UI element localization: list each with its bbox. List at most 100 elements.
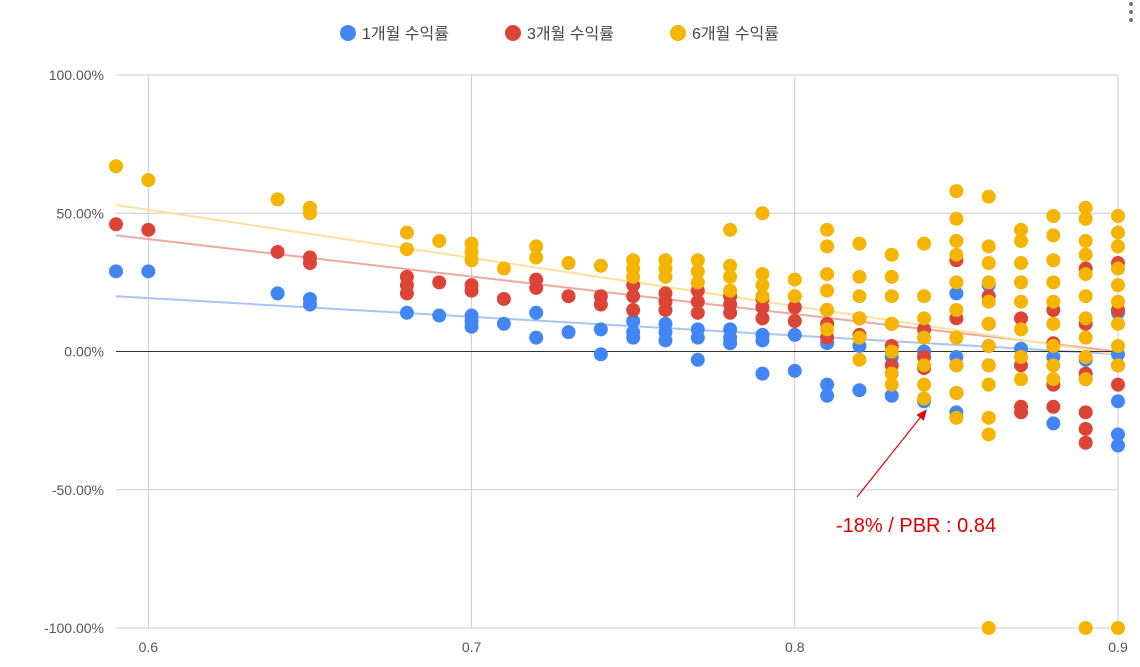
data-point [1046,372,1061,387]
data-point [1014,372,1029,387]
data-point [787,327,802,342]
data-point [1014,233,1029,248]
data-point [302,206,317,221]
data-point [1078,405,1093,420]
data-point [1111,438,1125,453]
data-point [690,330,705,345]
data-point [884,366,899,381]
data-point [464,253,479,268]
data-point [593,258,608,273]
data-point [917,330,932,345]
data-point [755,333,770,348]
data-point [1078,211,1093,226]
data-point [690,264,705,279]
data-point [626,303,641,318]
data-point [949,233,964,248]
data-point [1111,239,1125,254]
data-point [949,410,964,425]
data-point [949,330,964,345]
data-point [561,256,576,271]
data-point [723,305,738,320]
data-point [981,275,996,290]
y-tick-label: 100.00% [49,67,104,83]
data-point [852,289,867,304]
data-point [949,211,964,226]
trendline [115,203,1119,356]
data-point [981,294,996,309]
data-point [1111,278,1125,293]
data-point [626,269,641,284]
data-point [496,316,511,331]
data-point [1078,435,1093,450]
data-point [981,338,996,353]
data-point [270,286,285,301]
data-point [917,289,932,304]
data-point [1111,621,1125,635]
more-options-icon[interactable] [1126,2,1136,32]
data-point [658,333,673,348]
data-point [884,344,899,359]
data-point [755,366,770,381]
data-point [1111,209,1125,224]
data-point [723,258,738,273]
data-point [1111,338,1125,353]
data-point [1014,405,1029,420]
data-point [884,269,899,284]
data-point [981,427,996,442]
data-point [464,283,479,298]
data-point [1078,621,1093,635]
data-point [949,184,964,199]
data-point [529,280,544,295]
data-point [1014,222,1029,237]
data-point [432,308,447,323]
legend-marker [670,25,686,41]
data-point [917,311,932,326]
data-point [820,239,835,254]
data-point [1014,256,1029,271]
data-point [399,305,414,320]
data-point [1046,253,1061,268]
data-point [1078,372,1093,387]
data-point [949,247,964,262]
legend-marker [340,25,356,41]
data-point [626,314,641,329]
data-point [593,297,608,312]
data-point [399,242,414,257]
data-point [141,264,156,279]
data-point [1078,200,1093,215]
data-point [496,261,511,276]
x-tick-label: 0.9 [1108,639,1128,655]
data-point [561,325,576,340]
grid [116,74,1119,629]
data-point [1111,377,1125,392]
data-point [787,314,802,329]
legend: 1개월 수익률 3개월 수익률 6개월 수익률 [340,25,779,43]
x-tick-label: 0.7 [462,639,482,655]
data-point [949,275,964,290]
data-point [755,278,770,293]
data-point [1046,316,1061,331]
data-point [690,305,705,320]
data-point [981,316,996,331]
data-point [302,297,317,312]
data-point [723,269,738,284]
data-point [658,303,673,318]
data-point [109,264,123,279]
data-point [1014,350,1029,365]
data-point [626,289,641,304]
x-tick-label: 0.6 [139,639,159,655]
data-point [981,358,996,373]
data-point [981,377,996,392]
data-point [109,159,123,174]
data-point [658,269,673,284]
data-point [820,377,835,392]
data-point [949,286,964,301]
data-point [399,286,414,301]
trendline [115,234,1119,353]
data-point [787,363,802,378]
legend-label: 3개월 수익률 [527,25,614,43]
data-point [1046,228,1061,243]
y-tick-label: -50.00% [52,482,104,498]
data-point [755,289,770,304]
data-point [1046,275,1061,290]
